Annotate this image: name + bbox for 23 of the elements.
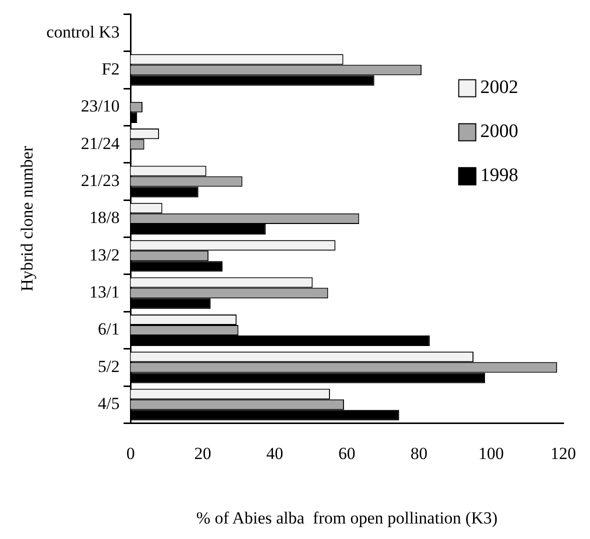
y-tick-label: control K3 [46, 22, 120, 42]
y-tick-label: 13/2 [89, 245, 120, 264]
y-tick-label: 18/8 [89, 208, 120, 228]
y-tick-label: 5/2 [98, 356, 120, 376]
legend-label: 2000 [480, 121, 518, 142]
x-axis-title: % of Abies alba from open pollination (K3) [196, 508, 498, 528]
x-tick-label: 0 [126, 444, 135, 463]
x-tick-label: 60 [338, 444, 356, 463]
x-tick-label: 120 [550, 444, 576, 463]
legend-label: 1998 [480, 165, 518, 186]
y-tick-label: 21/23 [80, 170, 120, 190]
x-tick-label: 100 [478, 444, 504, 463]
y-tick-label: 4/5 [98, 394, 120, 414]
y-tick-label: 21/24 [80, 134, 120, 153]
y-tick-label: 6/1 [98, 320, 120, 339]
x-tick-label: 80 [410, 444, 428, 463]
x-tick-label: 20 [194, 444, 212, 463]
x-tick-label: 40 [266, 444, 284, 463]
y-axis-title: Hybrid clone number [18, 146, 37, 292]
y-tick-label: 13/1 [89, 282, 120, 302]
y-tick-label: 23/10 [80, 96, 120, 116]
y-tick-label: F2 [102, 59, 120, 78]
legend-label: 2002 [480, 77, 518, 98]
